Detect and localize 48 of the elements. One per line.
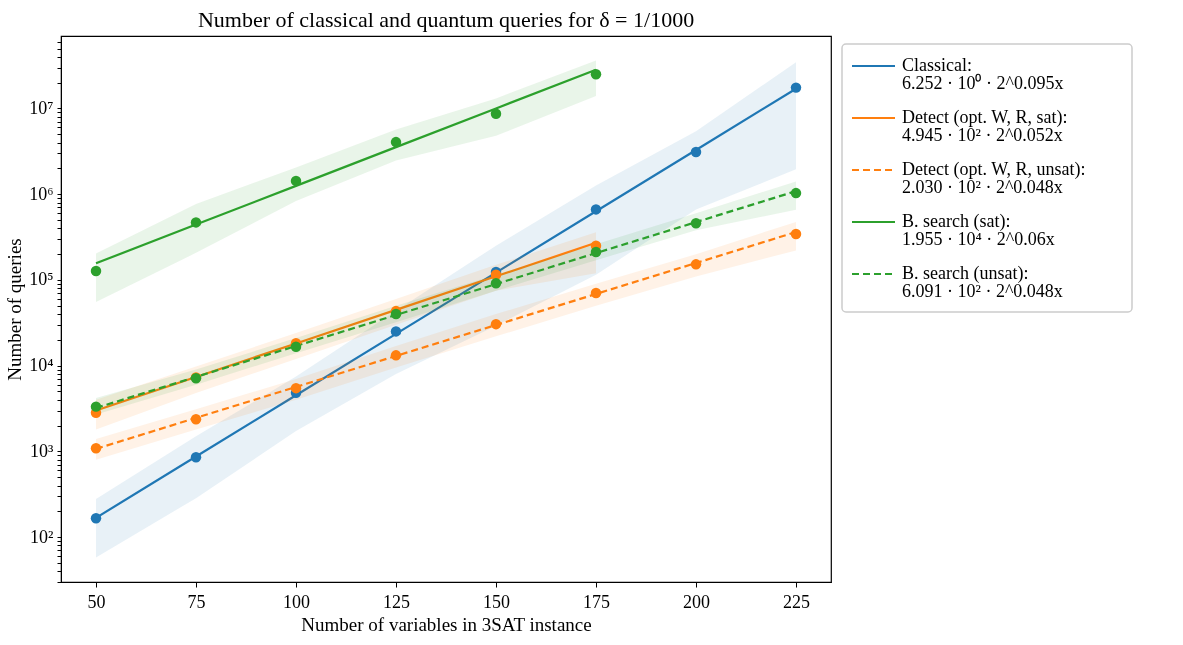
point [290, 175, 302, 187]
x-tick-label: 200 [683, 591, 710, 612]
y-tick-label: 10⁵ [29, 269, 54, 290]
point [590, 68, 602, 80]
y-tick-label: 10² [30, 526, 54, 547]
legend-label: Classical: 6.252 · 10⁰ · 2^0.095x [902, 55, 1064, 93]
legend-label: B. search (unsat): 6.091 · 10² · 2^0.048x [902, 263, 1063, 301]
legend-label: Detect (opt. W, R, sat): 4.945 · 10² · 2^0.052x [902, 107, 1068, 145]
legend-label: B. search (sat): 1.955 · 10⁴ · 2^0.06x [902, 211, 1055, 249]
x-tick-label: 225 [783, 591, 810, 612]
point [390, 136, 402, 148]
point [390, 326, 402, 337]
x-tick-label: 50 [87, 591, 106, 612]
point [590, 246, 602, 258]
point [590, 204, 602, 215]
point [690, 146, 702, 158]
y-tick-label: 10⁴ [29, 355, 54, 376]
point [490, 108, 502, 120]
point [590, 287, 602, 299]
y-tick-label: 10⁷ [29, 97, 54, 118]
point [190, 217, 202, 228]
point [790, 82, 802, 93]
x-tick-label: 75 [187, 591, 206, 612]
point [490, 278, 502, 289]
point [690, 259, 702, 270]
point [290, 382, 302, 394]
point [90, 401, 102, 412]
point [690, 217, 702, 229]
y-axis-title: Number of queries [4, 238, 26, 381]
point [790, 228, 802, 240]
point [90, 265, 102, 277]
point [190, 452, 202, 463]
y-tick-label: 10³ [30, 440, 55, 461]
chart-title: Number of classical and quantum queries for δ = 1/1000 [197, 7, 695, 32]
point [190, 414, 202, 425]
x-tick-label: 175 [583, 591, 610, 612]
legend-label: Detect (opt. W, R, unsat): 2.030 · 10² · 2^0.048x [902, 159, 1086, 197]
x-axis-title: Number of variables in 3SAT instance [301, 613, 592, 635]
point [90, 442, 102, 454]
point [290, 341, 302, 353]
x-tick-label: 100 [283, 591, 310, 612]
y-tick-label: 10⁶ [29, 183, 54, 204]
point [90, 513, 102, 524]
x-tick-label: 150 [483, 591, 510, 612]
point [490, 318, 502, 330]
point [790, 187, 802, 199]
point [390, 350, 402, 361]
x-tick-label: 125 [383, 591, 410, 612]
